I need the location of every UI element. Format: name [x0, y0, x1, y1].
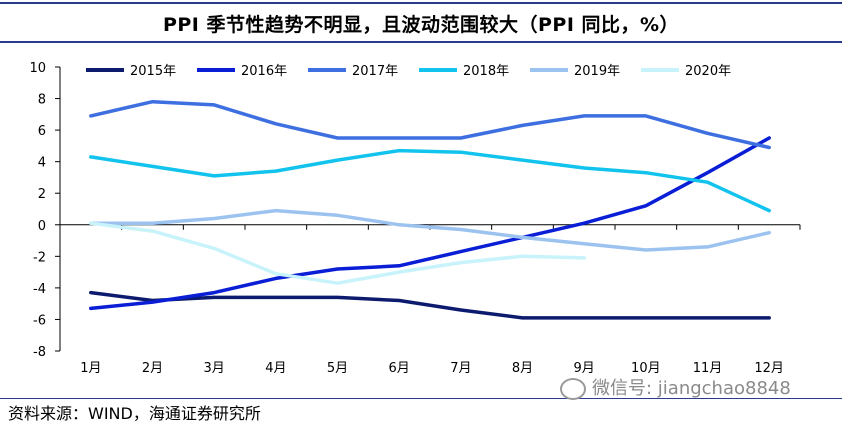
y-tick-label: -2: [33, 250, 46, 265]
watermark: 微信号: jiangchao8848: [560, 374, 791, 400]
watermark-text: 微信号: jiangchao8848: [592, 378, 791, 399]
y-tick-label: 4: [38, 156, 46, 171]
series-line-2019年: [89, 208, 771, 252]
bottom-rule: [0, 398, 842, 399]
chart-title: PPI 季节性趋势不明显，且波动范围较大（PPI 同比，%）: [162, 14, 680, 36]
legend-label: 2016年: [241, 64, 287, 79]
legend-label: 2017年: [352, 64, 398, 79]
x-tick-label: 9月: [574, 361, 595, 376]
y-tick-label: -4: [33, 282, 46, 297]
x-tick-label: 3月: [204, 361, 225, 376]
series-line-2015年: [89, 290, 771, 320]
series-line-2020年: [89, 221, 586, 285]
x-tick-label: 2月: [142, 361, 163, 376]
x-tick-label: 6月: [389, 361, 410, 376]
legend-label: 2018年: [463, 64, 509, 79]
legend-label: 2015年: [130, 64, 176, 79]
top-rule: [0, 2, 842, 4]
x-tick-label: 4月: [265, 361, 286, 376]
y-tick-label: -6: [33, 313, 46, 328]
series-line-2016年: [89, 136, 771, 311]
series-line-2018年: [89, 148, 771, 213]
title-rule: [0, 41, 842, 43]
source-note: 资料来源：WIND，海通证券研究所: [8, 404, 261, 423]
x-tick-label: 1月: [80, 361, 101, 376]
line-chart: -8 -6 -4 -2 0 2 4 6 8 10 1月 2月 3月 4月 5月 6月 7月 8月 9月 10月 11月…: [29, 61, 801, 376]
y-tick-label: 6: [38, 124, 46, 139]
y-tick-label: 0: [38, 219, 46, 234]
legend-label: 2020年: [685, 64, 731, 79]
chart-legend: 2015年 2016年 2017年 2018年 2019年 2020年: [86, 64, 731, 79]
x-tick-label: 5月: [327, 361, 348, 376]
legend-label: 2019年: [574, 64, 620, 79]
y-tick-label: -8: [33, 345, 46, 360]
x-tick-label: 7月: [450, 361, 471, 376]
x-tick-label: 8月: [512, 361, 533, 376]
y-tick-label: 2: [38, 187, 46, 202]
x-tick-label: 12月: [754, 361, 784, 376]
x-tick-label: 10月: [631, 361, 661, 376]
y-tick-labels: -8 -6 -4 -2 0 2 4 6 8 10: [29, 61, 46, 360]
chart-axes: [55, 66, 801, 352]
wechat-icon: [560, 378, 586, 400]
y-tick-label: 10: [29, 61, 46, 76]
x-tick-label: 11月: [693, 361, 723, 376]
series-lines: [89, 99, 771, 320]
series-line-2017年: [89, 99, 771, 150]
x-tick-labels: 1月 2月 3月 4月 5月 6月 7月 8月 9月 10月 11月 12月: [80, 361, 784, 376]
y-tick-label: 8: [38, 93, 46, 108]
